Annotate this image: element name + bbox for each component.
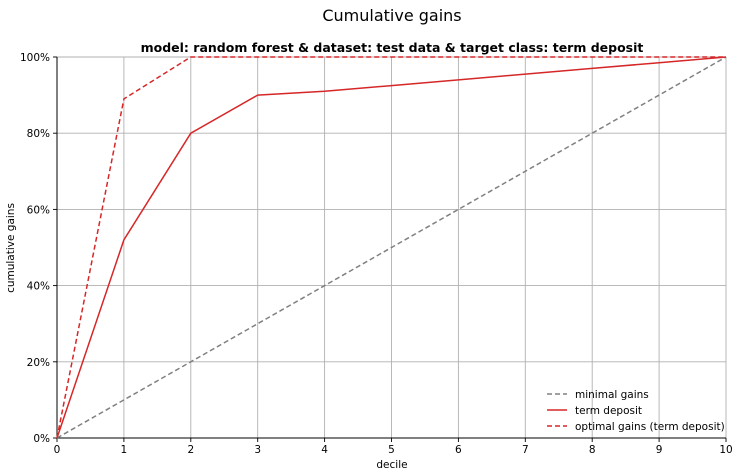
x-tick-label: 10 <box>719 444 732 456</box>
x-axis-label: decile <box>376 459 407 471</box>
series-line-1 <box>56 56 727 439</box>
x-tick-label: 9 <box>656 444 663 456</box>
y-axis-label: cumulative gains <box>5 203 17 293</box>
x-tick-label: 4 <box>321 444 328 456</box>
x-tick-label: 7 <box>522 444 529 456</box>
tick-labels: 0 1 2 3 4 5 6 7 8 9 100%20%40%60%80%100% <box>20 52 733 456</box>
legend: minimal gains term deposit optimal gains (… <box>547 389 725 433</box>
axes <box>53 56 727 442</box>
series-line-2 <box>56 56 726 439</box>
plot-series <box>56 56 727 439</box>
y-tick-label: 60% <box>27 204 50 216</box>
x-tick-label: 0 <box>54 444 61 456</box>
legend-label: minimal gains <box>575 389 649 401</box>
legend-label: term deposit <box>575 405 642 417</box>
y-tick-label: 20% <box>27 357 50 369</box>
x-tick-label: 1 <box>121 444 128 456</box>
legend-label: optimal gains (term deposit) <box>575 421 725 433</box>
x-tick-label: 6 <box>455 444 462 456</box>
y-tick-label: 80% <box>27 128 50 140</box>
y-tick-label: 40% <box>27 281 50 293</box>
x-tick-label: 3 <box>254 444 261 456</box>
chart-suptitle: Cumulative gains <box>322 6 461 25</box>
y-tick-label: 100% <box>20 52 50 64</box>
series-line-0 <box>56 56 727 439</box>
x-tick-label: 5 <box>388 444 395 456</box>
chart-title: model: random forest & dataset: test dat… <box>141 40 644 55</box>
y-tick-label: 0% <box>33 433 50 445</box>
x-tick-label: 8 <box>589 444 596 456</box>
x-tick-label: 2 <box>187 444 194 456</box>
